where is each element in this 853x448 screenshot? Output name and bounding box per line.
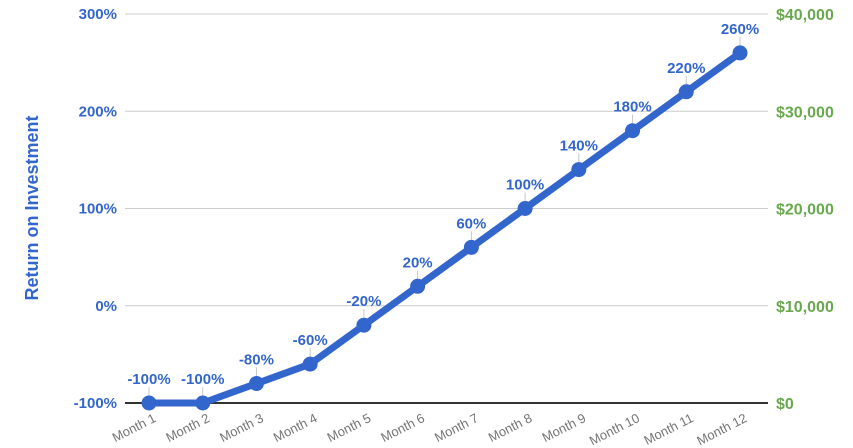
data-point (732, 45, 748, 61)
data-point-label: -100% (181, 371, 224, 388)
data-point-label: 100% (506, 177, 544, 194)
roi-series-line (145, 49, 744, 407)
data-point-label: 20% (403, 254, 433, 271)
x-axis-month-label: Month 10 (587, 410, 642, 448)
x-axis-labels-layer: Month 1 Month 2 Month 3 Month 4 Month 5 Month… (110, 410, 750, 448)
left-axis-tick-label: 200% (79, 103, 117, 120)
left-axis-tick-label: 300% (79, 6, 117, 23)
right-axis-tick-label: $0 (776, 396, 794, 413)
left-axis-tick-label: 0% (95, 298, 117, 315)
data-point (410, 278, 426, 294)
right-axis-labels-layer: $40,000 $30,000 $20,000 $10,000 $0 (776, 7, 834, 413)
left-axis-tick-label: -100% (74, 395, 117, 412)
data-point-label: 220% (667, 60, 705, 77)
data-point-label: 140% (560, 138, 598, 155)
x-axis-month-label: Month 1 (110, 410, 159, 445)
gridlines-layer (125, 13, 768, 404)
data-point (248, 376, 264, 392)
data-point-label: -100% (127, 371, 170, 388)
x-axis-month-label: Month 7 (432, 410, 481, 445)
right-axis-tick-label: $40,000 (776, 7, 834, 24)
x-axis-month-label: Month 11 (641, 410, 695, 448)
y-axis-title: Return on Investment (22, 115, 42, 300)
annotation-stems-layer (148, 36, 741, 396)
left-axis-labels-layer: 300% 200% 100% 0% -100% (74, 6, 117, 412)
data-point (302, 356, 318, 372)
x-axis-month-label: Month 3 (217, 410, 266, 445)
right-axis-tick-label: $30,000 (776, 104, 834, 121)
data-point (517, 201, 533, 216)
data-point-label: -60% (293, 332, 328, 349)
data-point (195, 395, 211, 411)
x-axis-month-label: Month 12 (694, 410, 749, 448)
data-point (678, 84, 694, 100)
x-axis-month-label: Month 9 (540, 410, 589, 445)
x-axis-month-label: Month 4 (271, 410, 320, 445)
right-axis-tick-label: $20,000 (776, 202, 834, 219)
data-points-layer (141, 45, 748, 411)
right-axis-tick-label: $10,000 (776, 299, 834, 316)
data-point (625, 123, 641, 139)
data-point-label: 60% (456, 215, 486, 232)
series-line-layer (145, 49, 744, 407)
left-axis-tick-label: 100% (79, 201, 117, 218)
x-axis-month-label: Month 5 (325, 410, 374, 445)
data-point (141, 395, 157, 411)
x-axis-month-label: Month 2 (163, 410, 212, 445)
data-point-label: 180% (613, 99, 651, 116)
x-axis-month-label: Month 6 (378, 410, 427, 445)
data-point-label: -20% (346, 293, 381, 310)
data-point (571, 162, 587, 178)
data-point-labels-layer: -100% -100% -80% -60% -20% 20% 60% 100% 140% 180%… (127, 21, 759, 388)
data-point-label: -80% (239, 352, 274, 369)
data-point (356, 317, 372, 333)
data-point (463, 239, 479, 255)
x-axis-month-label: Month 8 (486, 410, 535, 445)
data-point-label: 260% (721, 21, 759, 38)
